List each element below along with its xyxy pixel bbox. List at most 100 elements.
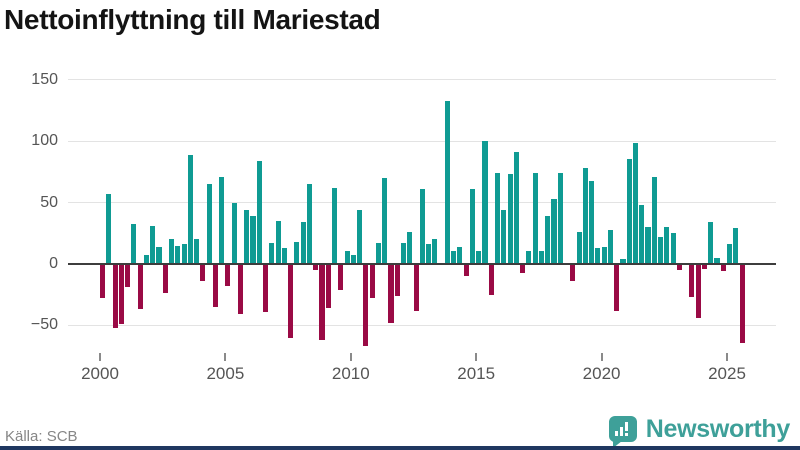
bar-2005-q3 (237, 264, 244, 315)
bar-2011-q4 (394, 264, 400, 296)
x-axis-label: 2020 (582, 364, 621, 383)
bar-2008-q3 (313, 264, 319, 271)
bar-2001-q3 (137, 264, 143, 310)
bar-2020-q2 (607, 229, 613, 264)
y-axis-label: −50 (30, 316, 58, 334)
bar-2002-q1 (150, 225, 156, 264)
bar-2023-q4 (695, 264, 701, 318)
bar-2010-q3 (363, 264, 369, 347)
bar-2003-q4 (194, 239, 200, 264)
bar-2008-q2 (306, 184, 312, 264)
bar-2025-q3 (739, 264, 745, 343)
bar-2023-q3 (689, 264, 695, 298)
bar-2022-q4 (670, 233, 676, 264)
bar-2017-q4 (545, 216, 551, 264)
bar-2017-q1 (526, 250, 532, 264)
bar-2002-q3 (162, 264, 168, 294)
bar-2022-q1 (651, 176, 657, 264)
bar-2016-q2 (507, 174, 513, 264)
logo-bar-small (614, 431, 618, 436)
bar-2015-q4 (495, 173, 501, 264)
bar-2008-q4 (319, 264, 325, 341)
bar-2024-q2 (708, 222, 714, 264)
bar-2001-q4 (143, 255, 149, 264)
bar-2005-q2 (231, 202, 237, 264)
bar-2006-q2 (256, 160, 262, 264)
bar-2021-q4 (645, 227, 651, 264)
bar-2011-q1 (375, 243, 381, 264)
x-axis-label: 2005 (206, 364, 245, 383)
y-axis-label: 150 (31, 70, 58, 88)
bar-2007-q4 (294, 241, 300, 264)
bar-2007-q2 (281, 248, 287, 264)
bar-2010-q1 (350, 255, 356, 264)
bar-2015-q2 (482, 141, 488, 264)
zero-line (68, 262, 776, 266)
brand-bottom-bar (0, 446, 800, 450)
bar-2007-q1 (275, 221, 281, 264)
bar-2013-q4 (444, 100, 450, 264)
bar-2004-q2 (206, 184, 212, 264)
gridline-y-100 (68, 140, 776, 142)
bar-2017-q3 (538, 250, 544, 264)
bar-2020-q4 (620, 259, 626, 264)
bar-2012-q4 (419, 189, 425, 264)
bar-2006-q1 (250, 216, 256, 264)
chart-title: Nettoinflyttning till Mariestad (4, 4, 381, 35)
bar-2014-q2 (457, 246, 463, 264)
bar-2019-q4 (595, 248, 601, 264)
x-axis-tick (600, 353, 603, 361)
bar-2020-q1 (601, 246, 607, 264)
bar-2003-q1 (175, 245, 181, 264)
bar-2009-q3 (338, 264, 344, 290)
bar-2018-q2 (557, 173, 563, 264)
bar-2002-q4 (168, 239, 175, 264)
bar-2013-q1 (426, 244, 432, 264)
bar-2010-q2 (357, 210, 363, 264)
bar-2021-q2 (632, 142, 639, 264)
bar-2015-q3 (488, 264, 494, 295)
bar-2025-q1 (727, 244, 733, 264)
bar-2005-q4 (244, 210, 250, 264)
logo-exclamation-stem (624, 422, 628, 431)
x-axis-label: 2010 (331, 364, 370, 383)
x-axis-tick (475, 353, 478, 361)
y-axis-label: 100 (31, 132, 58, 150)
newsworthy-logo-icon (608, 416, 637, 448)
bar-2024-q1 (701, 264, 707, 269)
bar-2004-q4 (219, 176, 225, 264)
newsworthy-logo: Newsworthy (608, 412, 791, 448)
bar-2006-q3 (263, 264, 269, 312)
gridline-y--50 (68, 324, 776, 326)
x-axis-tick (349, 353, 352, 361)
x-axis-tick (726, 353, 728, 361)
bar-2014-q4 (469, 189, 476, 264)
bar-2016-q4 (520, 264, 526, 273)
bar-2021-q1 (626, 158, 632, 264)
bar-2016-q3 (513, 152, 519, 264)
bar-2011-q2 (382, 178, 388, 264)
newsworthy-wordmark: Newsworthy (645, 414, 791, 443)
bar-2007-q3 (288, 264, 294, 338)
x-axis-label: 2015 (457, 364, 496, 383)
bar-2012-q3 (413, 264, 419, 311)
bar-2010-q4 (369, 264, 375, 299)
x-axis-label: 2025 (708, 364, 746, 383)
bar-2022-q3 (664, 227, 670, 264)
bar-2019-q2 (582, 168, 588, 264)
bar-2014-q3 (463, 264, 469, 277)
bar-2005-q1 (225, 264, 231, 287)
bar-2001-q2 (131, 223, 137, 264)
bar-2006-q4 (269, 243, 275, 264)
bar-2014-q1 (451, 250, 457, 264)
bar-2012-q1 (400, 243, 407, 264)
bar-2024-q4 (720, 264, 726, 272)
bar-2000-q2 (106, 194, 112, 264)
bar-2013-q2 (432, 239, 438, 264)
x-axis-tick (224, 353, 227, 361)
bar-2018-q1 (551, 198, 557, 264)
bar-2011-q3 (388, 264, 394, 323)
logo-bar-tall (619, 427, 623, 436)
bar-2012-q2 (407, 232, 413, 264)
